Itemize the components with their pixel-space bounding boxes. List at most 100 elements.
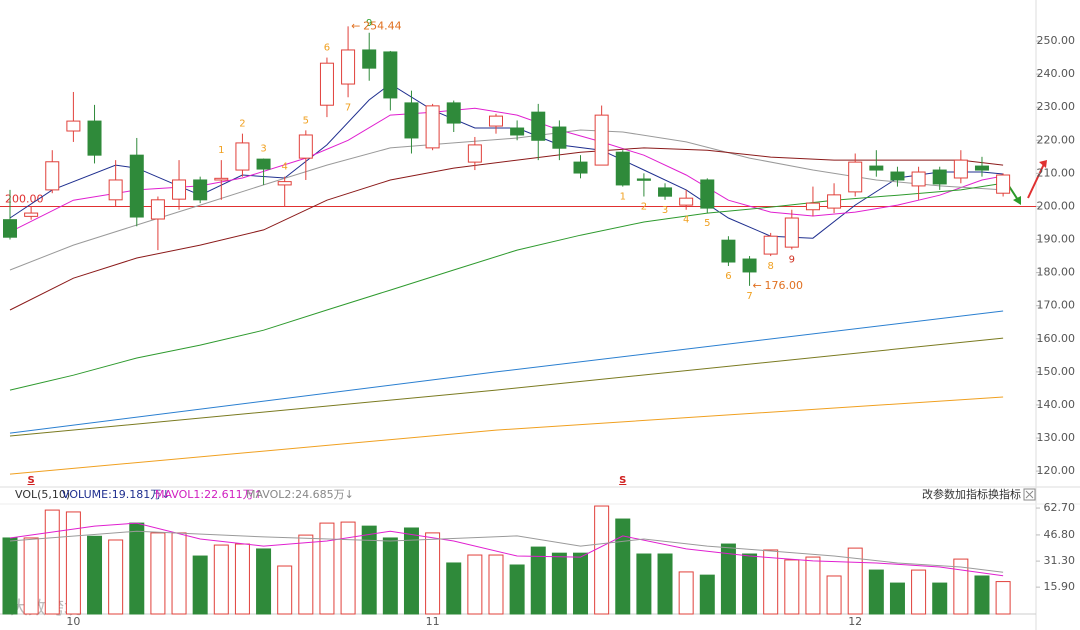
candle-body [277, 181, 292, 186]
candle-body [404, 102, 419, 139]
volume-bar [150, 532, 166, 615]
candle-body [446, 102, 461, 124]
volume-bar [699, 574, 715, 615]
x-tick-label: 11 [426, 615, 440, 628]
mavol1: MAVOL1:22.611万↑ [155, 488, 263, 501]
volume-bar [108, 539, 124, 615]
ma-line [9, 396, 1004, 475]
sequence-label: 9 [366, 18, 372, 29]
volume-bar [995, 581, 1011, 615]
mavol-line [9, 522, 1004, 577]
close-icon-x [1025, 490, 1034, 499]
candle-body [594, 114, 609, 166]
volume-bar [213, 544, 229, 615]
candle-body [510, 127, 525, 136]
volume-bar [594, 505, 610, 615]
signal: S [28, 475, 35, 486]
candle-body [108, 179, 123, 201]
volume-bar [23, 537, 39, 615]
volume-bar [2, 537, 18, 615]
candle-body [172, 179, 187, 200]
marker-label: 254.44 [363, 19, 402, 32]
sequence-label: 8 [767, 261, 773, 272]
candle-body [193, 179, 208, 201]
vol-tick-label: 31.30 [1044, 554, 1076, 567]
candle-body [890, 171, 905, 181]
volume-bar [171, 532, 187, 615]
candle-body [636, 178, 651, 181]
volume-bar [382, 537, 398, 615]
vol-tick-label: 15.90 [1044, 580, 1076, 593]
candle-body [573, 161, 588, 174]
y-tick-label: 200.00 [1037, 199, 1076, 212]
panel-button[interactable]: 加指标 [955, 487, 988, 501]
candle-body [953, 159, 968, 179]
candle-body [721, 239, 736, 263]
volume-bar [720, 543, 736, 615]
y-tick-label: 230.00 [1037, 100, 1076, 113]
candle-body [129, 154, 144, 218]
vol-title: VOL(5,10) [15, 488, 70, 501]
volume-bar [826, 575, 842, 615]
candle-body [488, 115, 503, 127]
y-tick-label: 140.00 [1037, 398, 1076, 411]
y-tick-label: 130.00 [1037, 431, 1076, 444]
x-tick-label: 12 [848, 615, 862, 628]
candle-body [869, 165, 884, 171]
volume-bar [889, 582, 905, 615]
mavol2: MAVOL2:24.685万↓ [246, 488, 354, 501]
y-tick-label: 210.00 [1037, 166, 1076, 179]
reference-label: 200.00 [5, 192, 44, 205]
candle-body [784, 217, 799, 248]
mavol-line [9, 530, 1004, 573]
volume-bar [784, 559, 800, 615]
sequence-label: 6 [725, 271, 731, 282]
volume-bar [65, 511, 81, 615]
candle-body [341, 49, 356, 85]
candle-body [298, 134, 313, 159]
volume-bar [319, 522, 335, 615]
volume-bar [763, 549, 779, 615]
candle-body [24, 212, 39, 217]
candle-body [87, 120, 102, 156]
candle-body [742, 258, 757, 273]
candle-body [45, 161, 60, 191]
sequence-label: 2 [641, 202, 647, 213]
candle-body [932, 169, 947, 185]
marker-arrow: ← [753, 279, 762, 292]
volume-bar [44, 509, 60, 615]
volume-bar [678, 571, 694, 615]
volume-bar [87, 535, 103, 615]
candle-body [848, 161, 863, 193]
candle-body [996, 174, 1011, 194]
y-tick-label: 180.00 [1037, 266, 1076, 279]
up-arrow-head [1039, 160, 1047, 168]
y-tick-label: 240.00 [1037, 67, 1076, 80]
candle-body [531, 111, 546, 141]
candle-body [425, 105, 440, 149]
volume-bar [615, 518, 631, 615]
ma-line [9, 182, 1004, 391]
close-icon[interactable] [1023, 488, 1036, 501]
candle-body [658, 187, 673, 197]
panel-button[interactable]: 改参数 [922, 487, 955, 501]
candle-body [700, 179, 715, 209]
volume-bar [573, 552, 589, 615]
volume-bar [234, 543, 250, 615]
candle-body [150, 199, 165, 220]
panel-button[interactable]: 换指标 [988, 487, 1021, 501]
candle-body [974, 165, 989, 171]
volume-bar [657, 553, 673, 615]
marker-label: 176.00 [765, 279, 804, 292]
sequence-label: 5 [303, 115, 309, 126]
volume-bar [974, 575, 990, 615]
sequence-label: 1 [218, 145, 224, 156]
candle-body [805, 202, 820, 211]
sequence-label: 3 [260, 143, 266, 154]
volume-bar [277, 565, 293, 615]
vol-tick-label: 46.80 [1044, 528, 1076, 541]
signal: S [619, 475, 626, 486]
x-tick-label: 10 [66, 615, 80, 628]
